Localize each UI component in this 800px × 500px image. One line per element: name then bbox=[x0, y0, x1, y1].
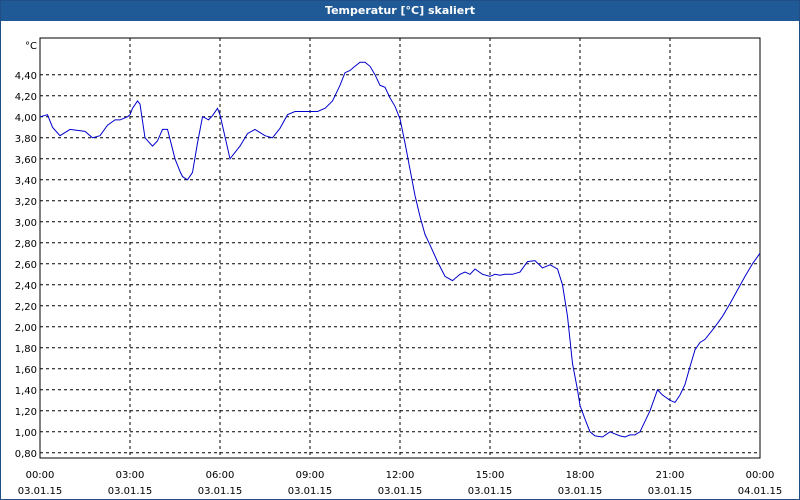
x-tick-time: 15:00 bbox=[476, 470, 505, 481]
x-axis-ticks: 00:00 03.01.15 03:00 03.01.15 06:00 03.01.15 0… bbox=[18, 470, 783, 497]
y-tick-label: 2,80 bbox=[15, 239, 37, 250]
x-tick-date: 03.01.15 bbox=[198, 486, 243, 497]
y-tick-label: 3,20 bbox=[15, 197, 37, 208]
y-axis-unit: °C bbox=[25, 41, 37, 52]
x-tick-time: 12:00 bbox=[386, 470, 415, 481]
y-tick-label: 1,00 bbox=[15, 428, 37, 439]
plot-frame bbox=[39, 37, 761, 459]
y-tick-label: 3,60 bbox=[15, 155, 37, 166]
x-tick-time: 18:00 bbox=[566, 470, 595, 481]
temperature-series-line bbox=[39, 61, 761, 438]
x-tick-date: 04.01.15 bbox=[738, 486, 783, 497]
y-tick-label: 1,40 bbox=[15, 386, 37, 397]
x-tick-date: 03.01.15 bbox=[288, 486, 333, 497]
x-tick-time: 00:00 bbox=[746, 470, 775, 481]
chart-title: Temperatur [°C] skaliert bbox=[1, 1, 799, 21]
chart-grid bbox=[40, 38, 760, 458]
y-tick-label: 1,80 bbox=[15, 344, 37, 355]
x-tick-date: 03.01.15 bbox=[558, 486, 603, 497]
x-tick-time: 00:00 bbox=[26, 470, 55, 481]
y-tick-label: 3,80 bbox=[15, 134, 37, 145]
y-tick-label: 4,00 bbox=[15, 113, 37, 124]
x-tick-time: 06:00 bbox=[206, 470, 235, 481]
x-tick-time: 03:00 bbox=[116, 470, 145, 481]
y-tick-label: 1,20 bbox=[15, 407, 37, 418]
y-tick-label: 3,40 bbox=[15, 176, 37, 187]
y-tick-label: 4,40 bbox=[15, 71, 37, 82]
x-tick-date: 03.01.15 bbox=[378, 486, 423, 497]
y-tick-label: 3,00 bbox=[15, 218, 37, 229]
y-tick-label: 2,40 bbox=[15, 281, 37, 292]
x-tick-date: 03.01.15 bbox=[18, 486, 63, 497]
y-tick-label: 2,20 bbox=[15, 302, 37, 313]
y-tick-label: 2,60 bbox=[15, 260, 37, 271]
y-tick-label: 2,00 bbox=[15, 323, 37, 334]
x-tick-time: 21:00 bbox=[656, 470, 685, 481]
y-tick-label: 1,60 bbox=[15, 365, 37, 376]
y-axis-ticks: 0,80 1,00 1,20 1,40 1,60 1,80 2,00 2,20 2,40 2,60… bbox=[15, 71, 37, 460]
plot-border bbox=[39, 37, 761, 459]
x-tick-time: 09:00 bbox=[296, 470, 325, 481]
series-layer bbox=[39, 61, 761, 438]
x-tick-date: 03.01.15 bbox=[108, 486, 153, 497]
x-tick-date: 03.01.15 bbox=[468, 486, 513, 497]
x-tick-date: 03.01.15 bbox=[648, 486, 693, 497]
y-tick-label: 4,20 bbox=[15, 92, 37, 103]
y-tick-label: 0,80 bbox=[15, 449, 37, 460]
